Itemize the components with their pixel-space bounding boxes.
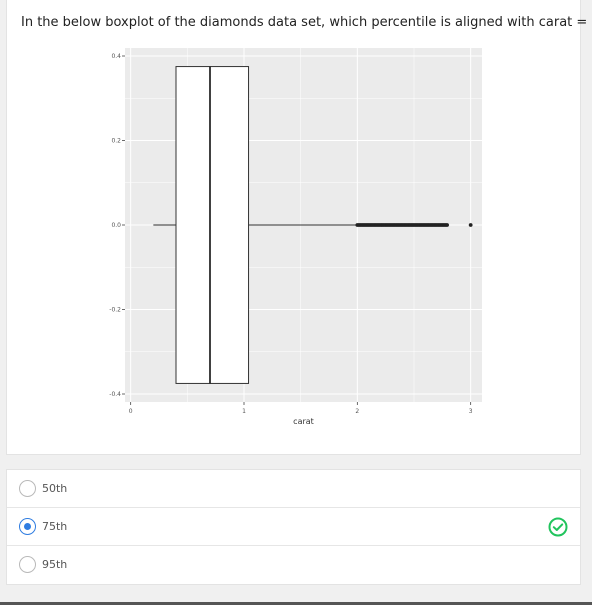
y-tick-label: 0.2 [111, 138, 121, 145]
question-text: In the below boxplot of the diamonds dat… [21, 15, 592, 30]
x-tick-label: 1 [242, 408, 246, 415]
y-tick-label: 0.0 [111, 222, 121, 229]
x-tick-label: 3 [469, 408, 473, 415]
option-50th[interactable]: 50th [7, 470, 580, 508]
option-label: 75th [42, 520, 68, 533]
bottom-bar [0, 602, 592, 605]
check-circle-icon [548, 517, 568, 537]
option-label: 95th [42, 558, 68, 571]
y-tick-label: -0.4 [109, 391, 121, 398]
question-card: In the below boxplot of the diamonds dat… [6, 0, 592, 455]
option-label: 50th [42, 482, 68, 495]
y-tick-label: 0.4 [111, 53, 121, 60]
x-axis-label: carat [293, 417, 314, 426]
outlier-point [468, 223, 473, 227]
option-75th[interactable]: 75th [7, 508, 580, 546]
radio-button[interactable] [19, 556, 36, 573]
boxplot-chart: 0 1 2 3 0.4 0.2 0.0 -0.2 -0.4 carat [109, 48, 482, 426]
radio-button[interactable] [19, 480, 36, 497]
option-95th[interactable]: 95th [7, 546, 580, 584]
radio-button-selected[interactable] [19, 518, 36, 535]
y-tick-label: -0.2 [109, 307, 121, 314]
box [175, 66, 250, 384]
x-tick-label: 0 [129, 408, 133, 415]
outlier-point [445, 223, 449, 227]
x-tick-label: 2 [355, 408, 359, 415]
answer-options: 50th 75th 95th [6, 469, 581, 585]
